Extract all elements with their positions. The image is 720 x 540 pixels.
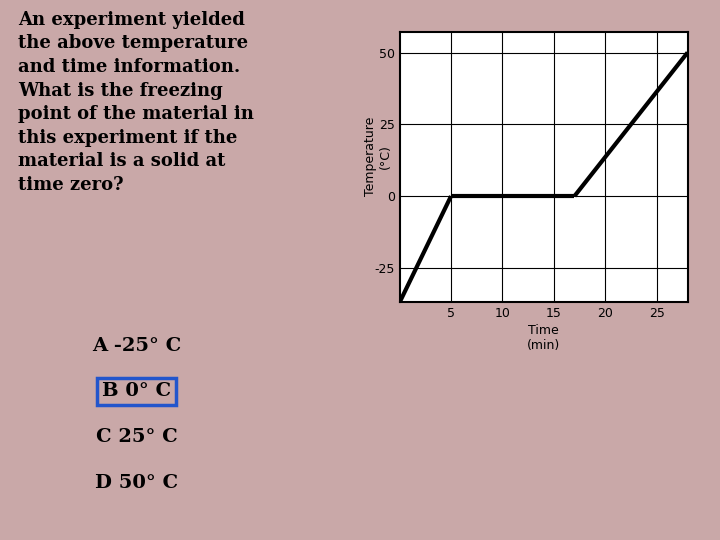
Text: D 50° C: D 50° C: [95, 474, 179, 492]
Text: C 25° C: C 25° C: [96, 428, 178, 447]
Text: An experiment yielded
the above temperature
and time information.
What is the fr: An experiment yielded the above temperat…: [18, 11, 254, 194]
Text: B 0° C: B 0° C: [102, 382, 171, 401]
X-axis label: Time
(min): Time (min): [527, 325, 560, 353]
Text: A -25° C: A -25° C: [92, 336, 181, 355]
Text: Temperature
(°C): Temperature (°C): [364, 117, 392, 196]
